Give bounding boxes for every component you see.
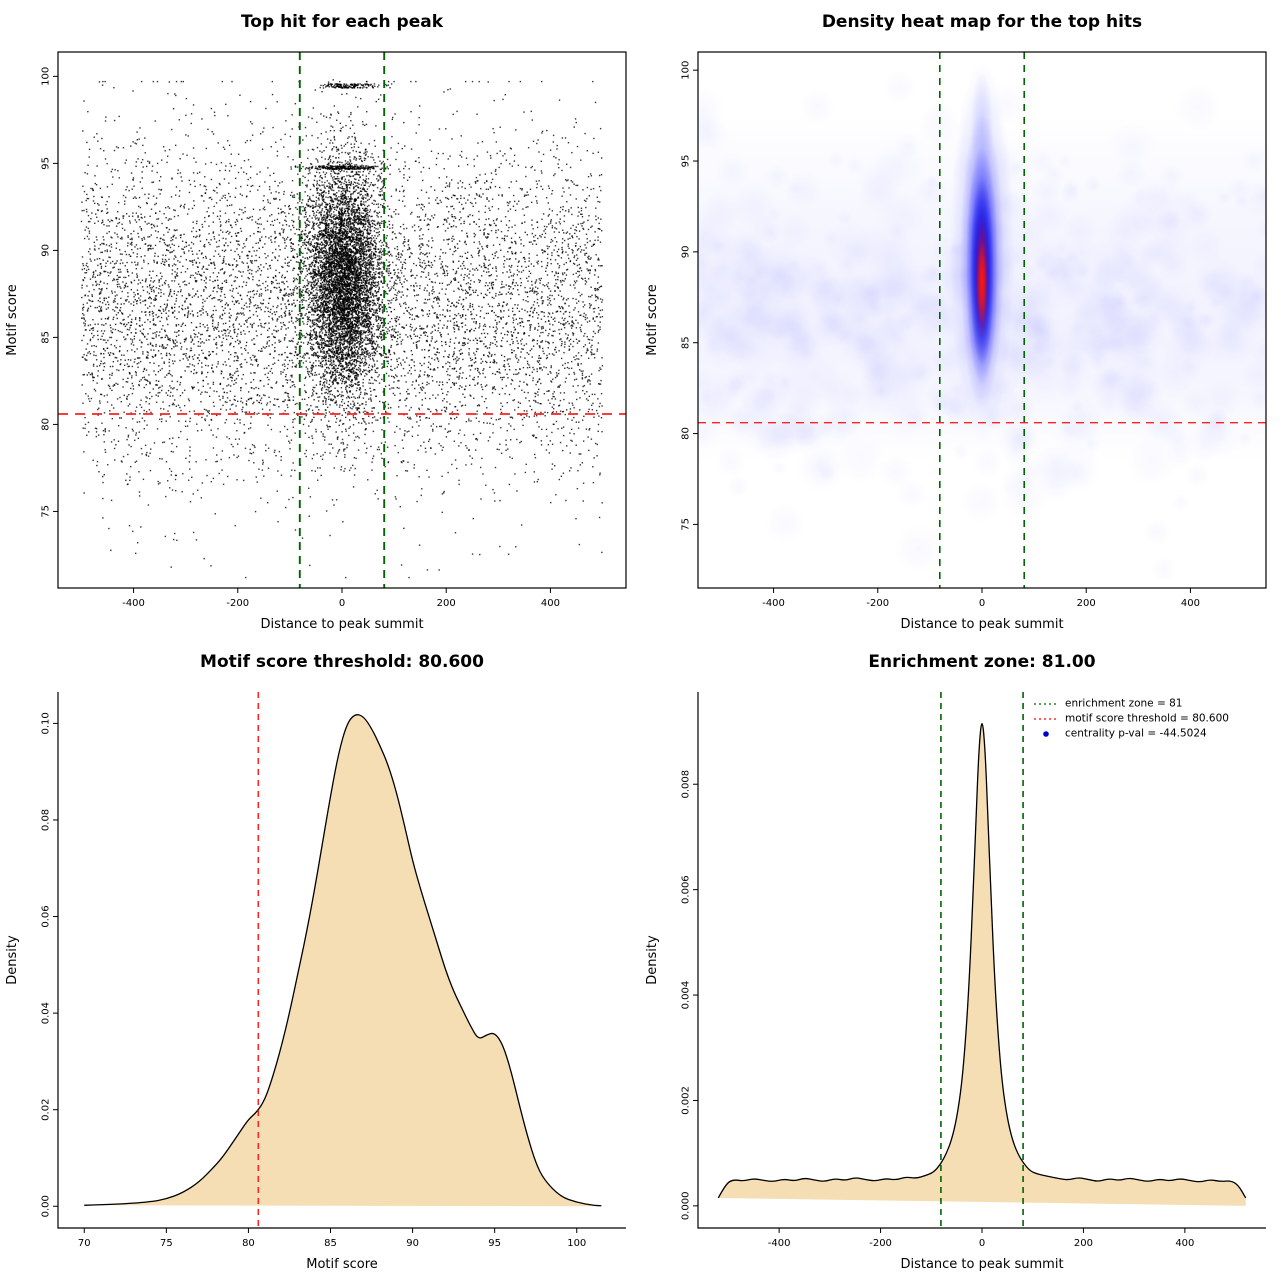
- panel-top-hit-scatter: Top hit for each peak: [0, 0, 640, 640]
- panel-enrichment-zone-density: Enrichment zone: 81.00: [640, 640, 1280, 1280]
- heatmap-title: Density heat map for the top hits: [821, 12, 1143, 32]
- top-hit-scatter-canvas: [0, 44, 640, 640]
- enrichment-zone-title: Enrichment zone: 81.00: [868, 652, 1096, 672]
- scatter-title: Top hit for each peak: [240, 12, 444, 32]
- panel-density-heatmap: Density heat map for the top hits: [640, 0, 1280, 640]
- motif-score-density-canvas: [0, 684, 640, 1280]
- panel-motif-score-density: Motif score threshold: 80.600: [0, 640, 640, 1280]
- motif-score-threshold-title: Motif score threshold: 80.600: [200, 652, 484, 672]
- distance-density-canvas: [640, 684, 1280, 1280]
- density-heatmap-canvas: [640, 44, 1280, 640]
